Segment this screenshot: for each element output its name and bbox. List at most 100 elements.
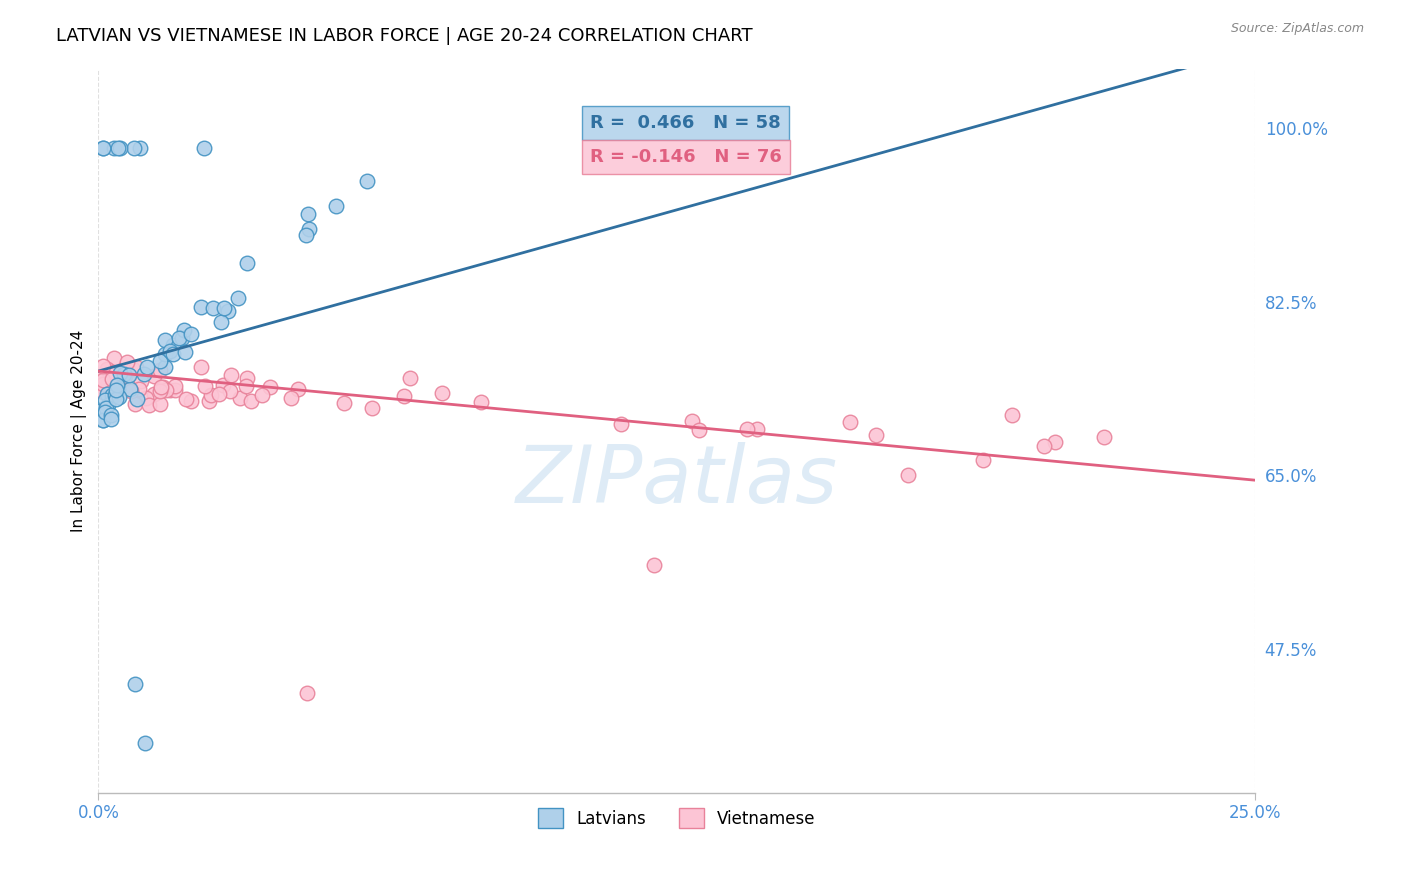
Point (432, 385, 454, 400)
Point (252, 388, 274, 402)
Point (93, 405, 115, 419)
Point (174, 345, 197, 359)
Point (94, 392, 117, 407)
Text: ZIPatlas: ZIPatlas (516, 442, 838, 520)
Point (91, 377, 114, 392)
Point (170, 331, 193, 345)
Text: R = -0.146   N = 76: R = -0.146 N = 76 (591, 148, 782, 166)
Point (104, 388, 127, 402)
Point (235, 379, 257, 393)
Point (159, 383, 181, 397)
Point (91, 141, 114, 155)
Point (143, 387, 166, 401)
Point (218, 384, 240, 398)
Point (174, 392, 197, 407)
Point (135, 359, 157, 374)
Point (101, 371, 124, 385)
Point (134, 736, 156, 750)
Point (226, 291, 249, 305)
Point (865, 427, 887, 442)
Point (153, 333, 176, 347)
Point (190, 300, 212, 314)
Point (194, 379, 217, 393)
Point (162, 347, 184, 361)
Point (135, 391, 157, 405)
Point (115, 355, 138, 369)
Point (153, 347, 176, 361)
Point (149, 397, 172, 411)
Text: LATVIAN VS VIETNAMESE IN LABOR FORCE | AGE 20-24 CORRELATION CHART: LATVIAN VS VIETNAMESE IN LABOR FORCE | A… (56, 27, 752, 45)
Point (897, 468, 920, 483)
Point (259, 380, 281, 394)
Point (212, 377, 235, 392)
Point (208, 386, 231, 401)
Point (149, 354, 172, 368)
Point (103, 351, 125, 365)
Point (100, 391, 122, 405)
Point (356, 174, 378, 188)
Point (214, 301, 236, 315)
Point (132, 367, 155, 381)
Point (152, 380, 174, 394)
Point (91, 413, 114, 427)
Point (91, 401, 114, 416)
Point (150, 380, 173, 394)
Point (325, 199, 347, 213)
Point (200, 387, 222, 401)
Text: Source: ZipAtlas.com: Source: ZipAtlas.com (1230, 22, 1364, 36)
Point (108, 141, 131, 155)
Point (236, 256, 259, 270)
Point (155, 384, 177, 398)
Point (97, 367, 120, 381)
Point (1032, 439, 1054, 453)
Point (470, 394, 492, 409)
Point (209, 315, 232, 329)
Point (295, 227, 318, 242)
Point (398, 371, 420, 385)
Point (120, 384, 142, 398)
Point (128, 383, 150, 397)
Point (193, 141, 215, 155)
Point (643, 558, 665, 572)
Point (838, 415, 860, 429)
Y-axis label: In Labor Force | Age 20-24: In Labor Force | Age 20-24 (72, 329, 87, 532)
Point (100, 408, 122, 422)
Point (163, 384, 186, 398)
Point (180, 393, 202, 408)
Point (173, 322, 195, 336)
Point (91, 359, 114, 374)
Point (280, 391, 302, 405)
Point (97, 398, 120, 412)
Point (107, 141, 129, 155)
Point (298, 221, 321, 235)
Point (361, 401, 384, 416)
Point (165, 379, 187, 393)
Point (110, 366, 132, 380)
Text: R =  0.466   N = 58: R = 0.466 N = 58 (591, 114, 780, 132)
Point (125, 392, 148, 406)
Point (112, 367, 135, 381)
Point (129, 374, 152, 388)
Point (96, 386, 118, 401)
Point (100, 411, 122, 425)
Point (297, 207, 319, 221)
Legend: Latvians, Vietnamese: Latvians, Vietnamese (531, 801, 823, 835)
Point (239, 393, 262, 408)
Point (91, 384, 114, 399)
Point (124, 397, 146, 411)
Point (735, 421, 758, 435)
Point (236, 371, 259, 385)
Point (221, 368, 243, 382)
Point (105, 383, 128, 397)
Point (110, 370, 132, 384)
Point (190, 359, 212, 374)
Point (1001, 408, 1024, 422)
Point (105, 377, 128, 392)
Point (91, 369, 114, 384)
Point (747, 422, 769, 436)
Point (333, 396, 356, 410)
Point (149, 384, 172, 398)
Point (91, 413, 114, 427)
Point (149, 363, 172, 377)
Point (392, 389, 415, 403)
